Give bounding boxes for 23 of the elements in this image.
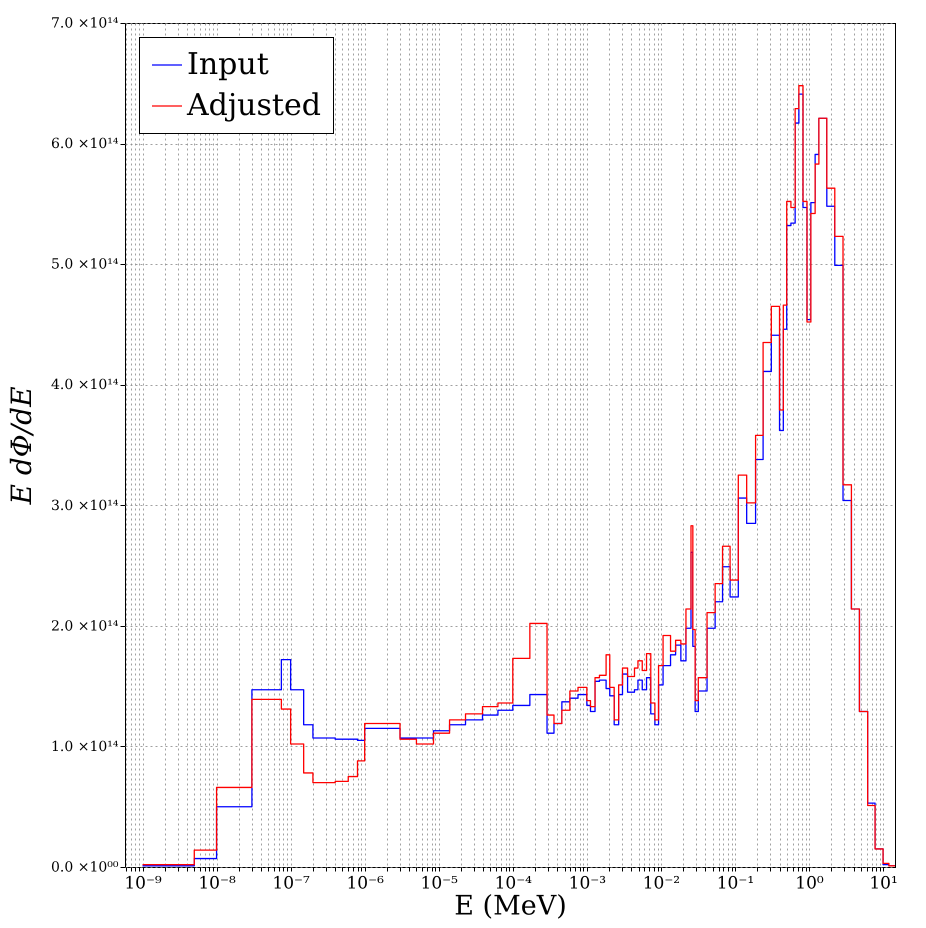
- x-tick-label: 10⁻⁶: [346, 874, 384, 894]
- y-tick-label: 4.0 ×10¹⁴: [51, 377, 119, 394]
- y-tick-label: 1.0 ×10¹⁴: [51, 738, 119, 755]
- y-axis-title: E dΦ/dE: [5, 386, 38, 506]
- y-tick-label: 6.0 ×10¹⁴: [51, 136, 119, 152]
- y-tick-label: 3.0 ×10¹⁴: [51, 498, 119, 514]
- x-tick-label: 10⁻¹: [716, 874, 754, 894]
- x-tick-label: 10⁻⁹: [124, 874, 162, 894]
- x-axis-title: E (MeV): [454, 890, 567, 922]
- x-tick-label: 10⁻⁷: [272, 874, 310, 894]
- x-tick-label: 10¹: [869, 874, 898, 894]
- x-tick-label: 10⁻⁴: [494, 874, 532, 894]
- y-tick-label: 7.0 ×10¹⁴: [51, 16, 119, 32]
- y-tick-label: 5.0 ×10¹⁴: [51, 256, 119, 273]
- x-tick-label: 10⁻²: [642, 874, 680, 894]
- x-tick-label: 10⁰: [795, 874, 824, 894]
- legend-label: Adjusted: [186, 88, 321, 123]
- y-tick-label: 2.0 ×10¹⁴: [51, 618, 119, 634]
- legend-label: Input: [187, 47, 269, 82]
- x-tick-label: 10⁻⁸: [198, 874, 236, 894]
- y-tick-label: 0.0 ×10⁰⁰: [51, 860, 119, 876]
- x-tick-label: 10⁻⁵: [420, 874, 458, 894]
- x-tick-label: 10⁻³: [568, 874, 606, 894]
